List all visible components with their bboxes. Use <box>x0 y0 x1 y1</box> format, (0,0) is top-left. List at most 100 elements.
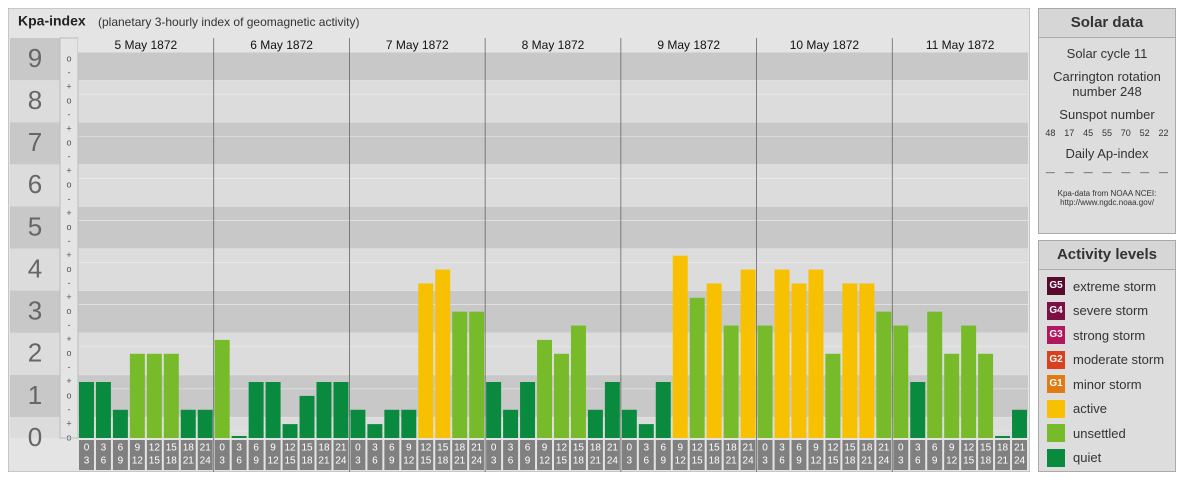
bar <box>791 283 807 438</box>
time-cell <box>486 440 502 470</box>
time-label: 0 <box>898 443 904 454</box>
kp-label-cell <box>10 38 60 81</box>
ap-value: — <box>1158 167 1168 177</box>
sublevel-label: o <box>66 96 71 106</box>
time-label: 6 <box>372 456 378 467</box>
legend-label: strong storm <box>1073 327 1146 343</box>
legend-item: active <box>1039 397 1175 422</box>
time-label: 21 <box>1014 443 1026 454</box>
time-label: 9 <box>932 456 938 467</box>
time-label: 3 <box>355 456 361 467</box>
bar <box>95 382 111 438</box>
sublevel-label: - <box>68 152 71 162</box>
time-label: 15 <box>844 443 856 454</box>
bar <box>825 353 841 438</box>
time-label: 9 <box>796 456 802 467</box>
bar <box>689 297 705 438</box>
time-cell <box>180 440 196 470</box>
time-label: 18 <box>980 456 992 467</box>
time-label: 15 <box>284 456 296 467</box>
sublevel-label: + <box>66 166 71 176</box>
bar <box>79 382 94 438</box>
kp-label-cell <box>10 122 60 165</box>
y-tick-label: 7 <box>28 127 42 157</box>
bar <box>604 382 620 438</box>
time-label: 9 <box>389 456 395 467</box>
time-cell <box>655 440 671 470</box>
legend-label: quiet <box>1073 450 1102 466</box>
time-label: 6 <box>118 443 124 454</box>
bar <box>214 339 230 438</box>
y-tick-label: 4 <box>28 253 42 283</box>
legend-swatch <box>1047 399 1065 418</box>
time-label: 18 <box>573 456 585 467</box>
sublevel-label: - <box>68 67 71 77</box>
time-label: 9 <box>949 443 955 454</box>
time-cell <box>384 440 400 470</box>
time-cell <box>163 440 179 470</box>
time-label: 18 <box>183 443 195 454</box>
time-cell <box>995 440 1011 470</box>
sublevel-label: o <box>66 432 71 442</box>
bar <box>672 255 688 438</box>
time-cell <box>316 440 332 470</box>
sublevel-label: - <box>68 110 71 120</box>
day-header <box>78 38 214 52</box>
sublevel-label: o <box>66 180 71 190</box>
time-cell <box>299 440 315 470</box>
bar <box>621 409 637 438</box>
time-label: 21 <box>454 456 466 467</box>
time-cell <box>537 440 552 470</box>
time-label: 15 <box>166 443 178 454</box>
time-label: 6 <box>915 456 921 467</box>
sunspot-value: 70 <box>1120 128 1131 138</box>
sublevel-label: o <box>66 348 71 358</box>
bar <box>808 269 824 438</box>
time-cell <box>503 440 519 470</box>
time-label: 12 <box>132 456 144 467</box>
time-label: 6 <box>525 443 531 454</box>
ap-value: — <box>1121 167 1131 177</box>
time-label: 21 <box>471 443 483 454</box>
legend-label: unsettled <box>1073 425 1126 441</box>
bar <box>655 382 671 438</box>
time-cell <box>112 440 128 470</box>
time-label: 15 <box>420 456 432 467</box>
kp-label-cell <box>10 164 60 207</box>
time-label: 12 <box>675 456 687 467</box>
ap-value: — <box>1140 167 1150 177</box>
bar <box>757 325 773 438</box>
bar <box>197 409 213 438</box>
time-cell <box>961 440 977 470</box>
time-label: 21 <box>318 456 330 467</box>
time-label: 3 <box>372 443 378 454</box>
bar <box>961 325 977 438</box>
time-label: 18 <box>318 443 330 454</box>
bar <box>282 424 298 438</box>
sublevel-label: - <box>68 320 71 330</box>
y-tick-label: 5 <box>28 211 42 241</box>
time-label: 18 <box>726 443 738 454</box>
time-cell <box>927 440 943 470</box>
time-label: 12 <box>284 443 296 454</box>
time-label: 15 <box>149 456 161 467</box>
time-label: 9 <box>677 443 683 454</box>
bar <box>401 409 417 438</box>
chart: Kpa-index (planetary 3-hourly index of g… <box>8 8 1030 472</box>
time-label: 15 <box>692 456 704 467</box>
time-label: 6 <box>389 443 395 454</box>
time-label: 3 <box>762 456 768 467</box>
time-label: 21 <box>335 443 347 454</box>
y-tick-label: 8 <box>28 85 42 115</box>
sublevel-label: + <box>66 334 71 344</box>
time-label: 12 <box>420 443 432 454</box>
time-label: 3 <box>84 456 90 467</box>
time-label: 18 <box>861 443 873 454</box>
time-label: 3 <box>491 456 497 467</box>
ap-value: — <box>1045 167 1055 177</box>
sunspot-title: Sunspot number <box>1059 107 1155 122</box>
sublevel-column <box>59 37 79 439</box>
time-label: 6 <box>779 456 785 467</box>
time-label: 15 <box>709 443 721 454</box>
